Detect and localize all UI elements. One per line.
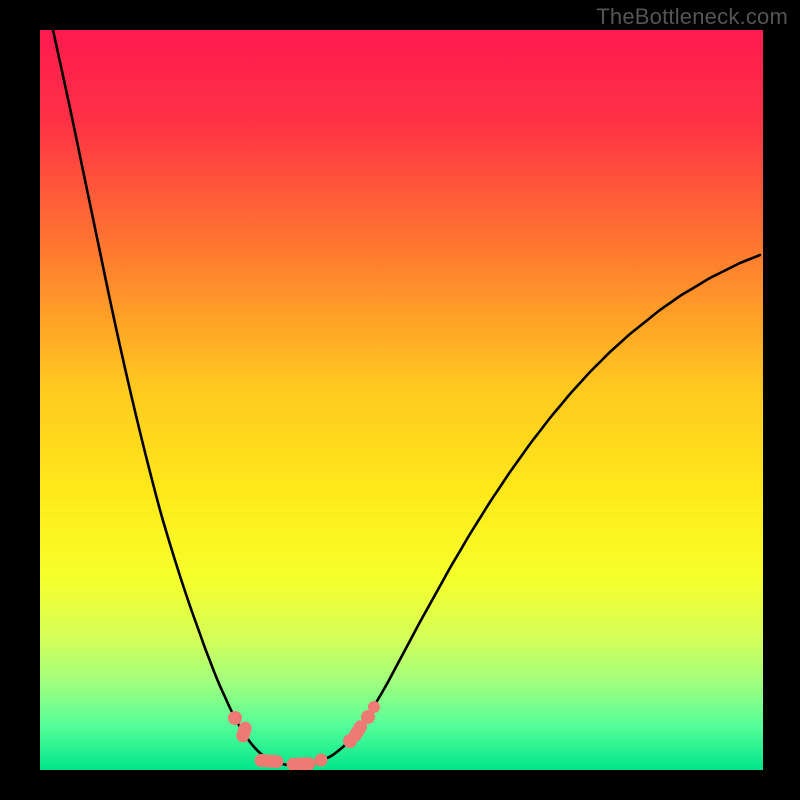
canvas-root: TheBottleneck.com: [0, 0, 800, 800]
bottleneck-chart: [0, 0, 800, 800]
